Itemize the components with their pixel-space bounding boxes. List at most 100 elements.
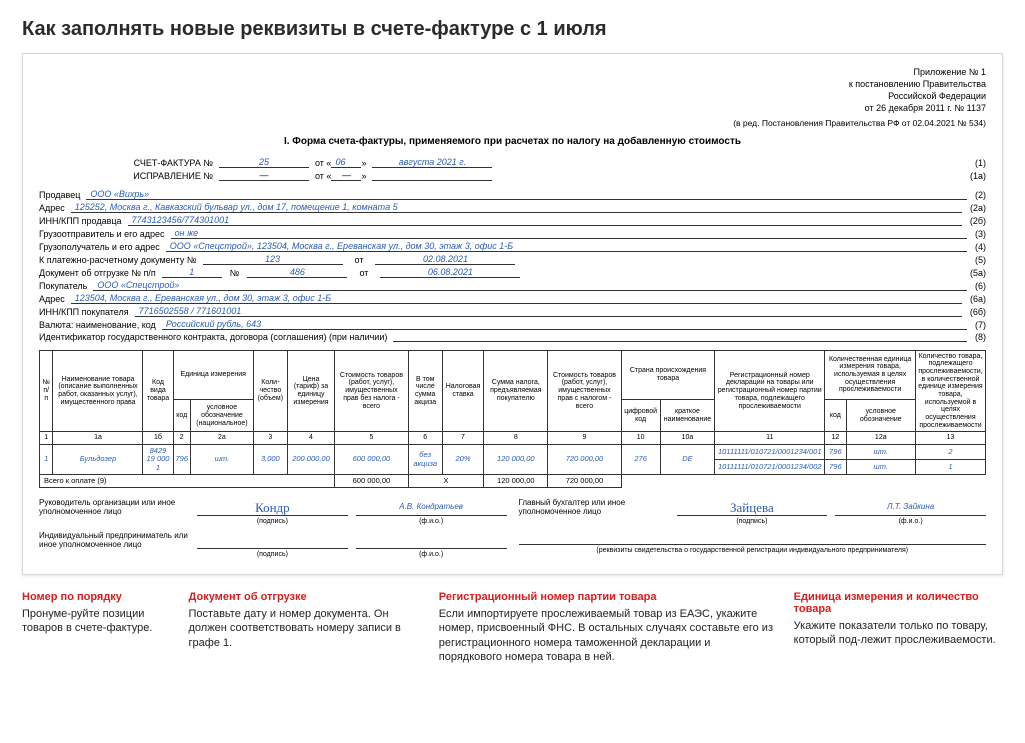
th-c7: Налоговая ставка <box>442 350 484 432</box>
head-label: Руководитель организации или иное уполно… <box>39 498 189 516</box>
acc-fio: Л.Т. Зайкина <box>887 502 934 511</box>
f2-num-4: (8) <box>967 332 986 342</box>
f-value-3: он же <box>171 228 968 239</box>
form-lines: Продавец ООО «Вихрь»(2) Адрес 125252, Моск… <box>39 189 986 342</box>
f2-value-2: 7716502558 / 771601001 <box>135 306 962 317</box>
callout-4: Единица измерения и количество товара Ук… <box>794 591 1003 664</box>
payment-date: 02.08.2021 <box>375 254 515 265</box>
f-num-4: (4) <box>967 242 986 252</box>
num-row: 11а1б22а34567891010а111212а13 <box>40 432 986 445</box>
f2-label-0: Покупатель <box>39 281 87 291</box>
correction-no: — <box>219 170 309 181</box>
th-c2a: условное обозначение (национальное) <box>191 400 254 432</box>
shipment-label: Документ об отгрузке № п/п <box>39 268 156 278</box>
f-num-1: (2а) <box>962 203 986 213</box>
f-label-3: Грузоотправитель и его адрес <box>39 229 165 239</box>
sub-rek: (реквизиты свидетельства о государственн… <box>519 547 987 554</box>
section-title: I. Форма счета-фактуры, применяемого при… <box>39 136 986 147</box>
attach-line2: к постановлению Правительства <box>39 78 986 90</box>
th-c12: код <box>825 400 846 432</box>
th-c3: Коли-чество (объем) <box>253 350 287 432</box>
payment-label: К платежно-расчетному документу № <box>39 255 197 265</box>
head-fio: А.В. Кондратьев <box>399 502 463 511</box>
f2-num-3: (7) <box>967 320 986 330</box>
th-c1: № п/п <box>40 350 53 432</box>
th-c13: Количество товара, подлежащего прослежив… <box>916 350 986 432</box>
callout-1: Номер по порядку Пронуме-руйте позиции т… <box>22 591 169 664</box>
num-1: (1) <box>967 158 986 168</box>
th-c2g: Единица измерения <box>173 350 253 400</box>
payment-num: (5) <box>967 255 986 265</box>
f2-label-4: Идентификатор государственного контракта… <box>39 332 387 342</box>
th-c1b: Код вида товара <box>143 350 173 432</box>
th-c11: Регистрационный номер декларации на това… <box>715 350 825 432</box>
f2-value-4 <box>393 341 967 342</box>
shipment-no-lbl: № <box>222 268 248 278</box>
f2-num-1: (6а) <box>962 294 986 304</box>
edit-note: (в ред. Постановления Правительства РФ о… <box>39 118 986 128</box>
th-c10: цифровой код <box>621 400 660 432</box>
callout-2-text: Поставьте дату и номер документа. Он дол… <box>189 607 419 650</box>
invoice-table: № п/п Наименование товара (описание выпо… <box>39 350 986 489</box>
shipment-date: 06.08.2021 <box>380 267 520 278</box>
correction-day: — <box>331 170 361 181</box>
f-value-4: ООО «Спецстрой», 123504, Москва г., Ерев… <box>166 241 967 252</box>
th-c1a: Наименование товара (описание выполненны… <box>53 350 143 432</box>
th-c8: Сумма налога, предъявляемая покупателю <box>484 350 548 432</box>
num-1a: (1а) <box>962 171 986 181</box>
f-value-1: 125252, Москва г., Кавказский бульвар ул… <box>71 202 962 213</box>
th-c12g: Количественная единица измерения товара,… <box>825 350 916 400</box>
shipment-from: от <box>347 268 380 278</box>
invoice-no: 25 <box>219 157 309 168</box>
acc-label: Главный бухгалтер или иное уполномоченно… <box>519 498 669 516</box>
callout-4-title: Единица измерения и количество товара <box>794 591 1003 615</box>
callout-1-text: Пронуме-руйте позиции товаров в счете-фа… <box>22 607 169 636</box>
f2-label-2: ИНН/КПП покупателя <box>39 307 129 317</box>
callout-3-text: Если импортируете прослеживаемый товар и… <box>439 607 774 664</box>
f2-label-1: Адрес <box>39 294 65 304</box>
callouts: Номер по порядку Пронуме-руйте позиции т… <box>22 591 1003 664</box>
f2-num-2: (6б) <box>962 307 986 317</box>
th-c12a: условное обозначение <box>846 400 915 432</box>
callout-1-title: Номер по порядку <box>22 591 169 603</box>
callout-3: Регистрационный номер партии товара Если… <box>439 591 774 664</box>
payment-from: от <box>343 255 376 265</box>
correction-label: ИСПРАВЛЕНИЕ № <box>39 171 219 181</box>
f-value-2: 7743123456/774301001 <box>128 215 962 226</box>
invoice-label: СЧЕТ-ФАКТУРА № <box>39 158 219 168</box>
total-row: Всего к оплате (9) 600 000,00 Х 120 000,… <box>40 474 986 487</box>
th-c2: код <box>173 400 191 432</box>
callout-3-title: Регистрационный номер партии товара <box>439 591 774 603</box>
f-label-2: ИНН/КПП продавца <box>39 216 122 226</box>
th-c5: Стоимость товаров (работ, услуг), имущес… <box>335 350 409 432</box>
acc-signature: Зайцева <box>730 500 774 515</box>
page-title: Как заполнять новые реквизиты в счете-фа… <box>22 18 1003 41</box>
th-c10a: краткое наименование <box>660 400 715 432</box>
from-prefix: от « <box>315 158 331 168</box>
shipment-pp: 1 <box>162 267 222 278</box>
f2-label-3: Валюта: наименование, код <box>39 320 156 330</box>
signature-area: Руководитель организации или иное уполно… <box>39 498 986 560</box>
f-num-2: (2б) <box>962 216 986 226</box>
callout-2-title: Документ об отгрузке <box>189 591 419 603</box>
document-body: Приложение № 1 к постановлению Правитель… <box>22 53 1003 575</box>
attachment-block: Приложение № 1 к постановлению Правитель… <box>39 66 986 115</box>
f-num-0: (2) <box>967 190 986 200</box>
f2-value-1: 123504, Москва г., Ереванская ул., дом 3… <box>71 293 962 304</box>
table-row: 1 Бульдозер 8429 19 000 1 796 шт. 3,000 … <box>40 445 986 460</box>
ip-label: Индивидуальный предприниматель или иное … <box>39 531 189 549</box>
callout-4-text: Укажите показатели только по товару, кот… <box>794 619 1003 648</box>
f-label-1: Адрес <box>39 203 65 213</box>
payment-no: 123 <box>203 254 343 265</box>
f-num-3: (3) <box>967 229 986 239</box>
close-q: » <box>361 158 366 168</box>
f-label-0: Продавец <box>39 190 80 200</box>
attach-line1: Приложение № 1 <box>39 66 986 78</box>
attach-line3: Российской Федерации <box>39 90 986 102</box>
attach-line4: от 26 декабря 2011 г. № 1137 <box>39 102 986 114</box>
f2-num-0: (6) <box>967 281 986 291</box>
th-c6: В том числе сумма акциза <box>408 350 442 432</box>
f-value-0: ООО «Вихрь» <box>86 189 967 200</box>
shipment-no: 486 <box>247 267 347 278</box>
f2-value-0: ООО «Спецстрой» <box>93 280 967 291</box>
